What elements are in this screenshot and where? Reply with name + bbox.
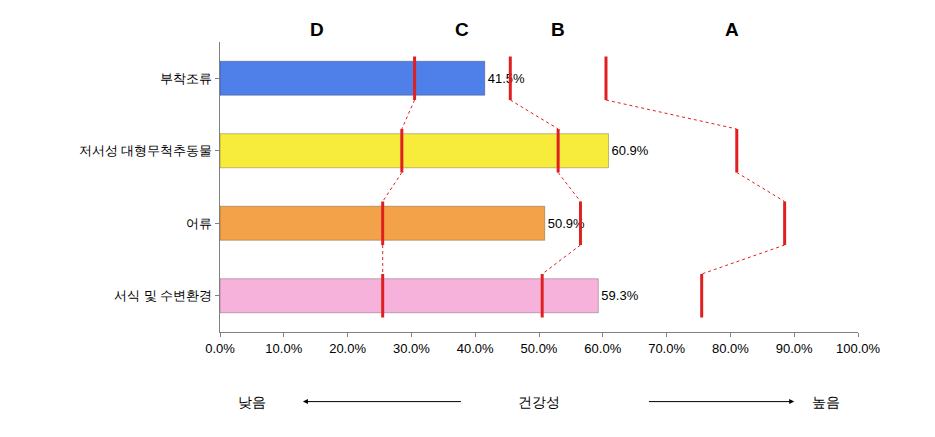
svg-text:59.3%: 59.3%	[601, 288, 638, 303]
svg-text:A: A	[725, 19, 739, 40]
svg-text:B: B	[551, 19, 565, 40]
svg-text:건강성: 건강성	[518, 394, 560, 410]
svg-text:20.0%: 20.0%	[329, 341, 366, 356]
svg-text:저서성 대형무척추동물: 저서성 대형무척추동물	[79, 143, 213, 158]
svg-text:C: C	[455, 19, 469, 40]
svg-text:50.0%: 50.0%	[521, 341, 558, 356]
svg-text:90.0%: 90.0%	[776, 341, 813, 356]
svg-text:0.0%: 0.0%	[205, 341, 235, 356]
svg-text:41.5%: 41.5%	[488, 71, 525, 86]
svg-text:80.0%: 80.0%	[712, 341, 749, 356]
svg-text:높음: 높음	[812, 394, 840, 410]
svg-text:10.0%: 10.0%	[265, 341, 302, 356]
svg-text:어류: 어류	[186, 216, 212, 231]
svg-text:D: D	[310, 19, 324, 40]
svg-text:50.9%: 50.9%	[548, 216, 585, 231]
svg-text:부착조류: 부착조류	[160, 71, 212, 86]
svg-text:60.9%: 60.9%	[612, 143, 649, 158]
svg-text:40.0%: 40.0%	[457, 341, 494, 356]
svg-text:100.0%: 100.0%	[836, 341, 881, 356]
svg-text:70.0%: 70.0%	[648, 341, 685, 356]
svg-text:낮음: 낮음	[238, 394, 266, 410]
svg-text:30.0%: 30.0%	[393, 341, 430, 356]
svg-text:서식 및 수변환경: 서식 및 수변환경	[114, 288, 212, 303]
svg-text:60.0%: 60.0%	[584, 341, 621, 356]
